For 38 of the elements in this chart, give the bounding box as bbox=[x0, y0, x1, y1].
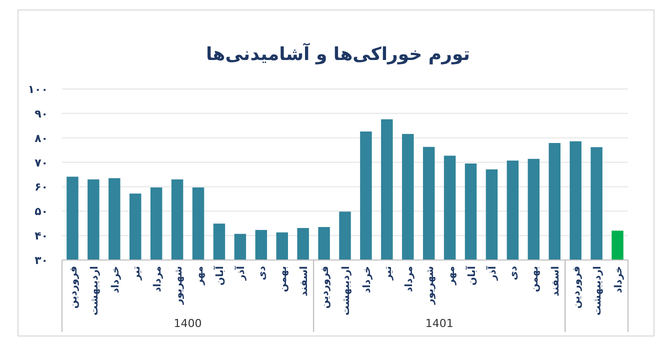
x-tick-label: خرداد bbox=[614, 266, 625, 294]
y-tick-label: ۹۰ bbox=[34, 107, 48, 120]
x-tick-label: اردیبهشت bbox=[592, 266, 604, 316]
y-tick-label: ۵۰ bbox=[34, 205, 48, 218]
text: 1400 bbox=[174, 317, 202, 330]
x-tick-label: اسفند bbox=[299, 266, 310, 296]
x-tick-label: مرداد bbox=[152, 266, 164, 292]
x-tick-label: تیر bbox=[382, 266, 394, 282]
x-tick-label: مهر bbox=[446, 266, 457, 286]
x-tick-label: شهریور bbox=[173, 266, 184, 306]
y-tick-label: ۸۰ bbox=[34, 132, 48, 145]
x-tick-label: بهمن bbox=[530, 266, 541, 292]
y-tick-label: ۱۰۰ bbox=[28, 83, 48, 96]
x-tick-label: تیر bbox=[131, 266, 142, 282]
x-tick-label: خرداد bbox=[110, 266, 122, 294]
y-tick-label: ۷۰ bbox=[34, 156, 48, 170]
x-tick-label: فروردین bbox=[572, 266, 583, 309]
x-tick-label: دی bbox=[257, 266, 268, 280]
chart-title: تورم خوراکی‌ها و آشامیدنی‌ها bbox=[206, 42, 470, 65]
x-tick-label: بهمن bbox=[278, 266, 290, 292]
x-tick-label: دی bbox=[508, 266, 520, 280]
y-tick-label: ۴۰ bbox=[34, 230, 48, 243]
x-tick-label: فروردین bbox=[68, 266, 80, 309]
y-tick-label: ۳۰ bbox=[34, 254, 48, 267]
x-tick-label: آبان bbox=[464, 265, 478, 286]
x-tick-label: آذر bbox=[234, 265, 248, 282]
x-tick-label: خرداد bbox=[362, 266, 373, 294]
x-tick-label: اردیبهشت bbox=[89, 266, 100, 316]
x-tick-label: اردیبهشت bbox=[341, 266, 352, 316]
x-tick-label: مهر bbox=[194, 266, 206, 286]
y-tick-label: ۶۰ bbox=[34, 180, 48, 194]
x-tick-label: اسفند bbox=[550, 266, 562, 296]
x-tick-label: آبان bbox=[213, 265, 226, 286]
x-tick-label: شهریور bbox=[424, 266, 436, 306]
x-tick-label: آذر bbox=[486, 265, 499, 282]
x-tick-label: فروردین bbox=[320, 266, 332, 309]
text: 1401 bbox=[425, 317, 454, 330]
x-tick-label: مرداد bbox=[404, 266, 415, 292]
